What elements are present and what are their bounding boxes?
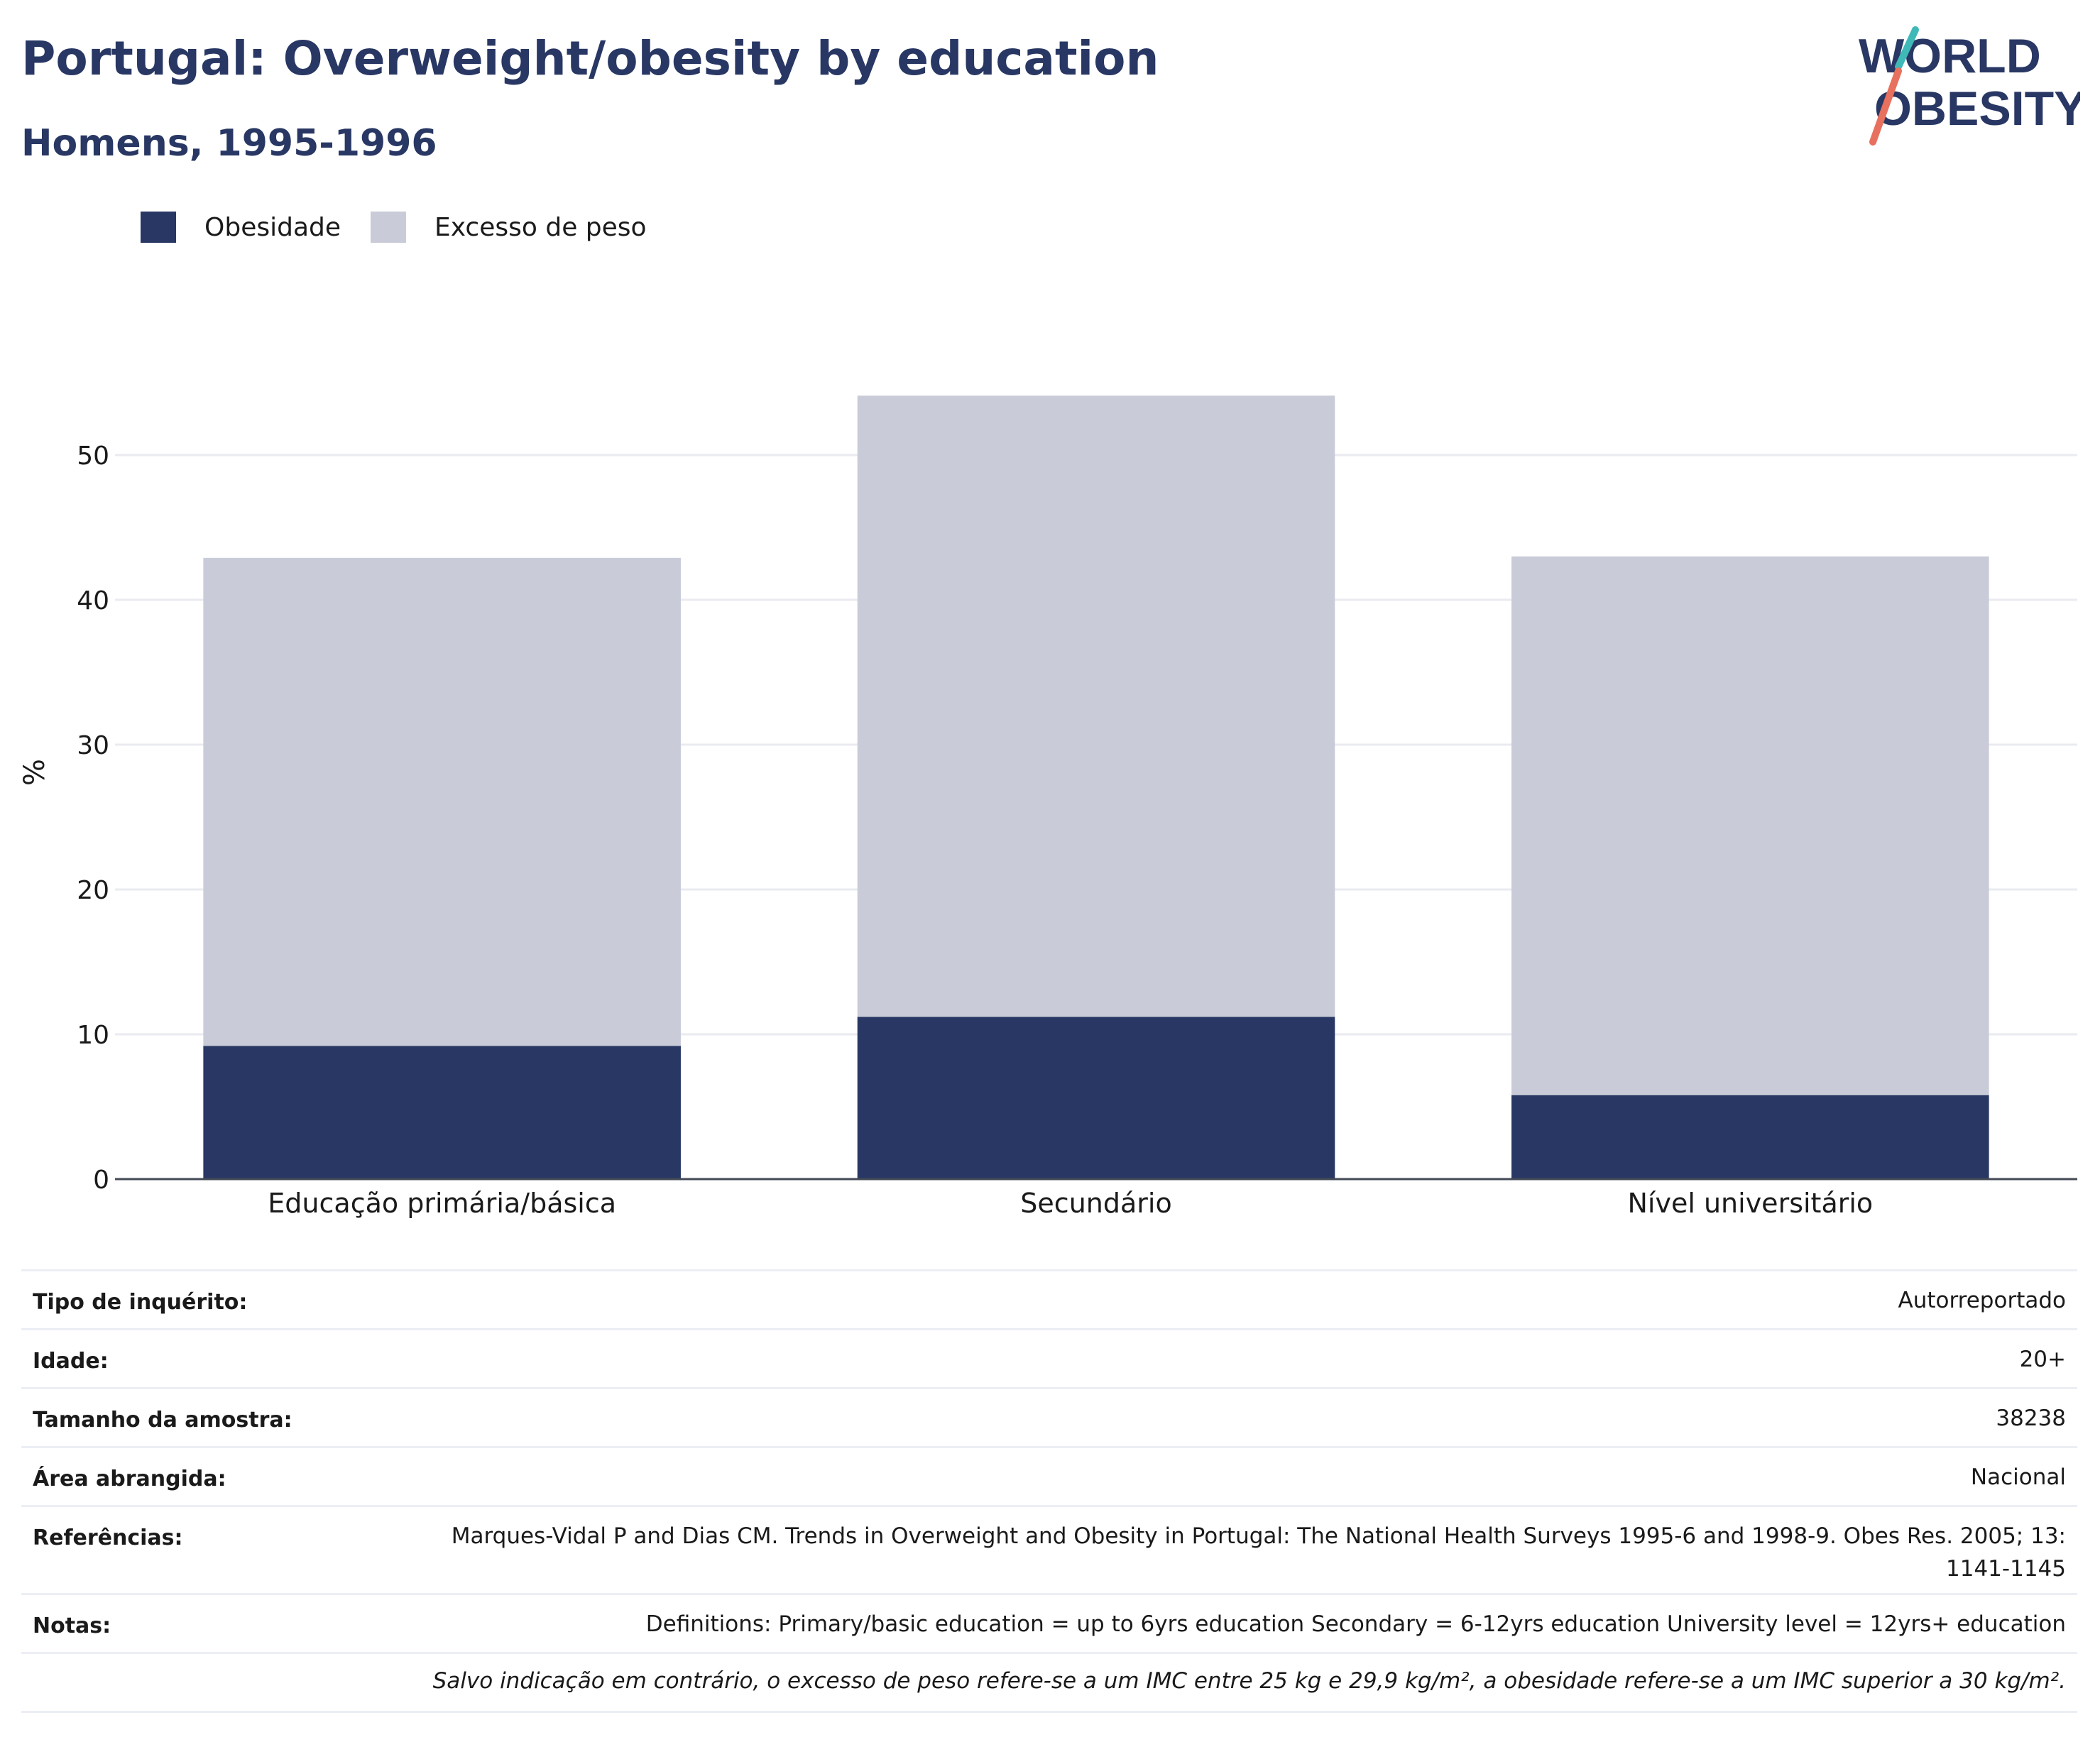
bar-obesidade: [203, 1046, 681, 1179]
meta-label: Tamanho da amostra:: [33, 1408, 292, 1433]
meta-label: Notas:: [33, 1614, 111, 1638]
legend-item-obesidade[interactable]: Obesidade: [141, 212, 341, 243]
legend: Obesidade Excesso de peso: [141, 212, 677, 243]
meta-row-tamanho-da-amostra: Tamanho da amostra: 38238: [21, 1389, 2077, 1448]
logo-line2: OBESITY: [1874, 82, 2080, 136]
y-axis-label: %: [18, 759, 51, 786]
y-tick-label: 50: [77, 442, 109, 471]
meta-row-notas: Notas: Definitions: Primary/basic educat…: [21, 1595, 2077, 1654]
chart-subtitle: Homens, 1995-1996: [21, 122, 437, 165]
bar-obesidade: [1511, 1095, 1989, 1179]
y-tick-label: 0: [93, 1166, 109, 1195]
meta-label: Idade:: [33, 1349, 109, 1374]
meta-label: Área abrangida:: [33, 1467, 226, 1491]
metadata-table: Tipo de inquérito: Autorreportado Idade:…: [21, 1269, 2077, 1713]
meta-value: 20+: [2019, 1347, 2066, 1372]
chart-title: Portugal: Overweight/obesity by educatio…: [21, 31, 1159, 86]
legend-label-obesidade: Obesidade: [204, 212, 341, 242]
meta-value: Autorreportado: [1898, 1288, 2067, 1313]
meta-value: Definitions: Primary/basic education = u…: [645, 1611, 2066, 1637]
bar-excesso-de-peso: [203, 557, 681, 1046]
y-tick-label: 20: [77, 876, 109, 905]
footnote: Salvo indicação em contrário, o excesso …: [432, 1668, 2066, 1694]
x-tick-label: Secundário: [1020, 1188, 1171, 1219]
meta-label: Referências:: [33, 1526, 183, 1550]
y-tick-label: 40: [77, 586, 109, 615]
meta-row-idade: Idade: 20+: [21, 1330, 2077, 1389]
legend-label-excesso-de-peso: Excesso de peso: [434, 212, 647, 242]
x-tick-label: Nível universitário: [1627, 1188, 1873, 1219]
meta-row-area-abrangida: Área abrangida: Nacional: [21, 1448, 2077, 1507]
logo-line1: WORLD: [1859, 29, 2041, 83]
legend-item-excesso-de-peso[interactable]: Excesso de peso: [371, 212, 647, 243]
meta-row-tipo-de-inquerito: Tipo de inquérito: Autorreportado: [21, 1271, 2077, 1330]
x-tick-label: Educação primária/básica: [268, 1188, 616, 1219]
bar-chart: 0 10 20 30 40 50 Educação primária/básica Secun…: [18, 395, 2077, 1219]
bar-excesso-de-peso: [1511, 556, 1989, 1095]
meta-value: Nacional: [1970, 1464, 2066, 1490]
meta-value: 38238: [1996, 1406, 2066, 1431]
bar-excesso-de-peso: [857, 395, 1335, 1017]
meta-value: Marques-Vidal P and Dias CM. Trends in O…: [451, 1523, 2066, 1582]
y-tick-label: 30: [77, 731, 109, 760]
meta-row-referencias: Referências: Marques-Vidal P and Dias CM…: [21, 1507, 2077, 1595]
legend-swatch-excesso-de-peso: [371, 212, 407, 243]
meta-label: Tipo de inquérito:: [33, 1290, 248, 1315]
bar-obesidade: [857, 1017, 1335, 1179]
world-obesity-logo: WORLD OBESITY: [1859, 26, 2080, 146]
meta-row-footnote: Salvo indicação em contrário, o excesso …: [21, 1654, 2077, 1713]
y-tick-label: 10: [77, 1021, 109, 1050]
legend-swatch-obesidade: [141, 212, 176, 243]
